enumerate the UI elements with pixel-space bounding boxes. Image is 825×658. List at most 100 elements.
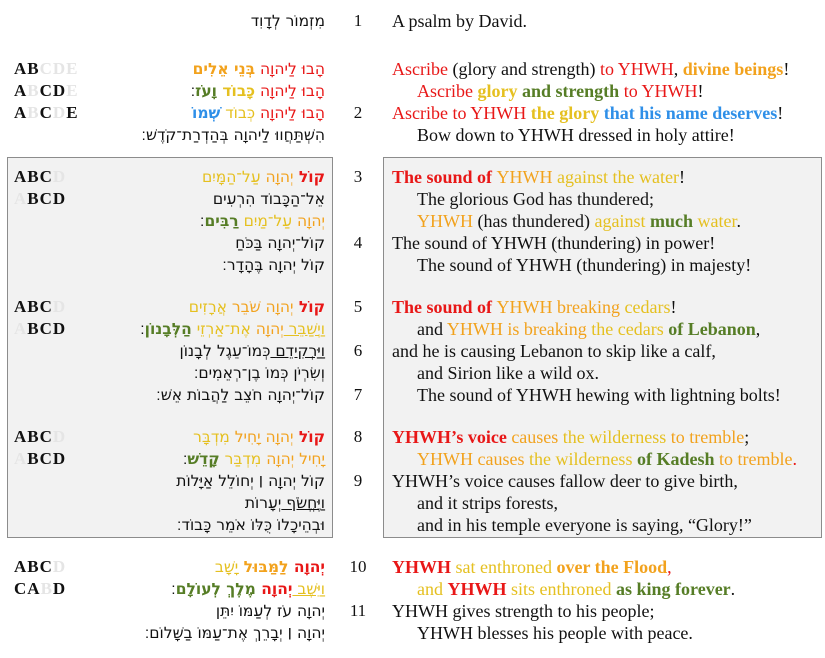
english-text-segment: (glory and strength) [452, 59, 600, 79]
english-text-segment: to YHWH [599, 59, 674, 79]
letter-codes-segment: BCD [27, 189, 67, 208]
hebrew-section-box [7, 157, 333, 538]
psalm-row: ABCD קוֹל יְהוָה יָחִיל מִדְבָּר 8 YHWH’s v… [0, 426, 825, 448]
hebrew-text-segment: יְהוָה [255, 580, 293, 598]
verse-number [333, 578, 383, 600]
hebrew-text-segment: ׃ [140, 320, 145, 338]
psalm-row: ABCD וַיְשַׁבֵּר יְהוָה אֶת־אַרְזֵי הַלְּ… [0, 318, 825, 340]
hebrew-text-segment: וַיֵּשֶׁב [292, 580, 325, 598]
hebrew-text-segment: עַל־הַמָּיִם [201, 168, 261, 186]
hebrew-text-segment: יְהוָה [260, 168, 294, 186]
psalm-row: ABCD אֵל־הַכָּבוֹד הִרְעִים The glorious G… [0, 188, 825, 210]
hebrew-text-segment: מִדְבָּר [193, 428, 230, 446]
letter-codes-segment: B [40, 579, 53, 598]
hebrew-text-segment: בְּנֵי אֵלִים [192, 60, 256, 78]
letter-codes-segment: D [52, 579, 67, 598]
english-text-segment: . [792, 449, 797, 469]
verse-number: 4 [353, 233, 363, 252]
hebrew-text-segment: הָבוּ לַיהוָה [255, 104, 325, 122]
hebrew-text: קוֹל יְהוָה שֹׁבֵר אֲרָזִים [130, 296, 333, 318]
letter-codes-segment: B [27, 81, 40, 100]
verse-number [333, 124, 383, 146]
letter-codes: ABCDE [0, 58, 130, 80]
english-text: The glorious God has thundered; [383, 188, 825, 210]
hebrew-text-segment: יְהוָה [288, 558, 325, 576]
hebrew-text-segment: הַלְּבָנוֹן [144, 320, 192, 338]
letter-codes-segment: D [52, 427, 67, 446]
hebrew-text-segment: יְהוָה [292, 212, 325, 230]
english-text-segment: that his name deserves [603, 103, 778, 123]
hebrew-text-segment: לַמַּבּוּל [238, 558, 289, 576]
english-text-segment: the cedars [591, 319, 669, 339]
hebrew-text-segment: יְהוָה עֹז לְעַמּוֹ יִתֵּן [215, 602, 325, 620]
hebrew-text-segment: יְהוָה [250, 320, 284, 338]
letter-codes: ABCD [0, 296, 130, 318]
letter-codes: ABCDE [0, 102, 130, 124]
verse-number: 11 [349, 601, 367, 620]
english-text: YHWH causes the wilderness of Kadesh to … [383, 448, 825, 470]
english-text-segment: YHWH [496, 167, 558, 187]
hebrew-text: מִזְמוֹר לְדָוִד [130, 10, 333, 32]
letter-codes-segment: D [52, 167, 67, 186]
psalm-row: וּבְהֵיכָלוֹ כֻּלּוֹ אֹמֵר כָּבוֹד׃ and i… [0, 514, 825, 536]
english-text-segment: The sound of [392, 167, 497, 187]
english-text-segment: sat enthroned [455, 557, 557, 577]
english-text: Ascribe to YHWH the glory that his name … [383, 102, 825, 124]
hebrew-text-segment: וַיְשַׁבֵּר [283, 320, 325, 338]
english-text: The sound of YHWH (thundering) in power! [383, 232, 825, 254]
letter-codes: ABCDE [0, 80, 130, 102]
hebrew-text-segment: קוֹל [293, 168, 325, 186]
hebrew-text: וַיְשַׁבֵּר יְהוָה אֶת־אַרְזֵי הַלְּבָנו… [130, 318, 333, 340]
hebrew-text: הָבוּ לַיהוָה כְּבוֹד שְׁמוֹ [130, 102, 333, 124]
english-text: YHWH sat enthroned over the Flood, [383, 556, 825, 578]
english-text-segment: against the water [557, 167, 679, 187]
letter-codes: ABCD [0, 188, 130, 210]
english-text-segment: glory [477, 81, 522, 101]
english-text-segment: and [417, 319, 447, 339]
english-text-segment: sits enthroned [511, 579, 617, 599]
letter-codes-segment: ABC [14, 427, 53, 446]
psalm-row: ABCD קוֹל יְהוָה שֹׁבֵר אֲרָזִים 5 The soun… [0, 296, 825, 318]
hebrew-text: קוֹל־יְהוָה חֹצֵב לַהֲבוֹת אֵשׁ׃ [130, 384, 333, 406]
verse-number: 2 [353, 103, 363, 122]
hebrew-text-segment: יָחִיל [229, 428, 261, 446]
section-spacer [0, 406, 825, 426]
english-text-segment: to YHWH [623, 81, 698, 101]
psalm-row: הִשְׁתַּחֲווּ לַיהוָה בְּהַדְרַת־קֹדֶשׁ׃… [0, 124, 825, 146]
english-text: Ascribe (glory and strength) to YHWH, di… [383, 58, 825, 80]
english-text-segment: . [736, 211, 741, 231]
hebrew-text-segment: הָבוּ לַיהוָה [255, 60, 325, 78]
hebrew-text-segment: עַל־מַיִם [238, 212, 293, 230]
english-text-segment: to tremble [670, 427, 745, 447]
hebrew-text-segment: יְהוָה [261, 450, 295, 468]
english-text-segment: water [697, 211, 737, 231]
english-text-segment: and strength [521, 81, 624, 101]
psalm-row: יְהוָה עֹז לְעַמּוֹ יִתֵּן 11 YHWH gives s… [0, 600, 825, 622]
psalm-row: ABCDE הָבוּ לַיהוָה כָּבוֹד וָעֹז׃ Ascribe… [0, 80, 825, 102]
english-text: A psalm by David. [383, 10, 825, 32]
letter-codes-segment: CDE [39, 59, 79, 78]
hebrew-text-segment: יָשָׁב [214, 558, 239, 576]
hebrew-text: יְהוָה עַל־מַיִם רַבִּים׃ [130, 210, 333, 232]
verse-number: 8 [353, 427, 363, 446]
letter-codes [0, 362, 130, 384]
hebrew-text-segment: רַבִּים [204, 212, 239, 230]
verse-number: 6 [353, 341, 363, 360]
psalm-row: קוֹל־יְהוָה חֹצֵב לַהֲבוֹת אֵשׁ׃ 7 The sou… [0, 384, 825, 406]
english-text-segment: The sound of [392, 297, 497, 317]
letter-codes-segment: D [52, 103, 67, 122]
english-text-segment: breaking [557, 297, 625, 317]
hebrew-text-segment: קוֹל־יְהוָה חֹצֵב לַהֲבוֹת אֵשׁ׃ [156, 386, 325, 404]
verse-number: 7 [353, 385, 363, 404]
psalm-row: יְהוָה ׀ יְבָרֵךְ אֶת־עַמּוֹ בַשָּׁלוֹם׃… [0, 622, 825, 644]
psalm-row: ABCD יָחִיל יְהוָה מִדְבַּר קָדֵשׁ׃ YHWH c… [0, 448, 825, 470]
hebrew-text-segment: אֶת־אַרְזֵי [191, 320, 251, 338]
english-text: Ascribe glory and strength to YHWH! [383, 80, 825, 102]
hebrew-text-segment: הָבוּ לַיהוָה [255, 82, 325, 100]
verse-number [333, 210, 383, 232]
letter-codes [0, 210, 130, 232]
english-text-segment: YHWH [496, 297, 558, 317]
english-text-segment: A psalm by David. [392, 11, 527, 31]
english-text-segment: Bow down to YHWH dressed in holy attire! [417, 125, 735, 145]
hebrew-text: קוֹל יְהוָה ׀ יְחוֹלֵל אַיָּלוֹת [130, 470, 333, 492]
